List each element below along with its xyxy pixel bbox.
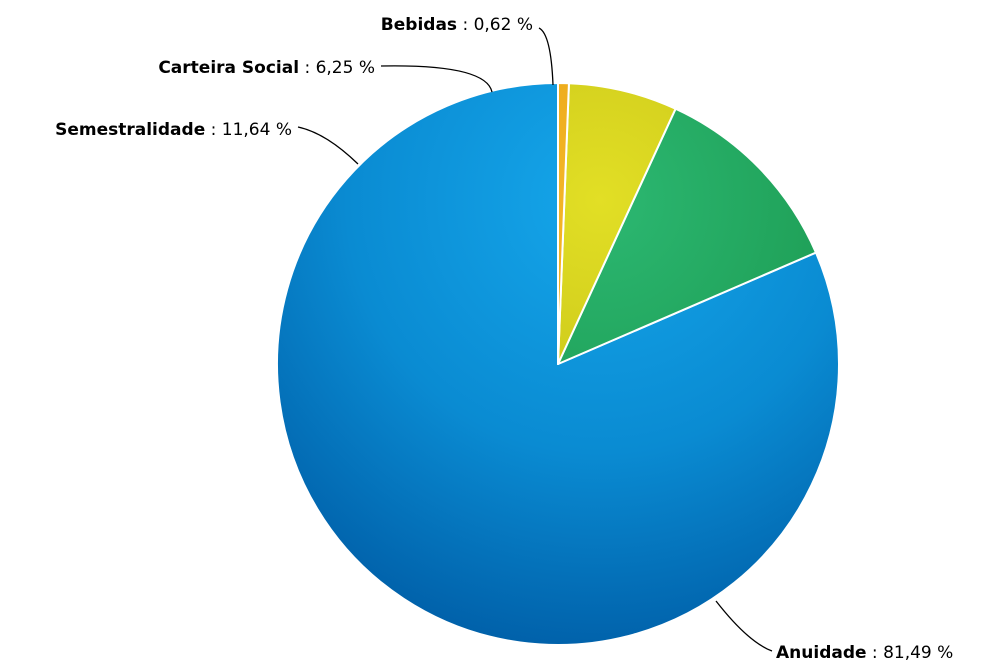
leader-line [297,126,359,165]
data-label-value: : 6,25 % [299,58,375,78]
data-label-name: Anuidade [776,643,867,663]
leader-line [380,65,493,93]
data-label: Carteira Social : 6,25 % [158,58,375,78]
pie-slice-bebidas [557,82,570,365]
data-label: Anuidade : 81,49 % [776,643,953,663]
data-label: Semestralidade : 11,64 % [55,120,292,140]
data-label-name: Carteira Social [158,58,299,78]
pie-slice-semestralidade [557,107,817,365]
data-label: Bebidas : 0,62 % [381,15,533,35]
data-labels: Anuidade : 81,49 % Semestralidade : 11,64… [55,15,953,663]
data-label-value: : 0,62 % [457,15,533,35]
pie-slices [276,82,840,646]
data-label-value: : 81,49 % [867,643,954,663]
leader-line [715,600,773,652]
data-label-name: Semestralidade [55,120,205,140]
leader-lines [297,27,773,652]
data-label-value: : 11,64 % [205,120,292,140]
leader-line [538,27,554,86]
data-label-name: Bebidas [381,15,457,35]
